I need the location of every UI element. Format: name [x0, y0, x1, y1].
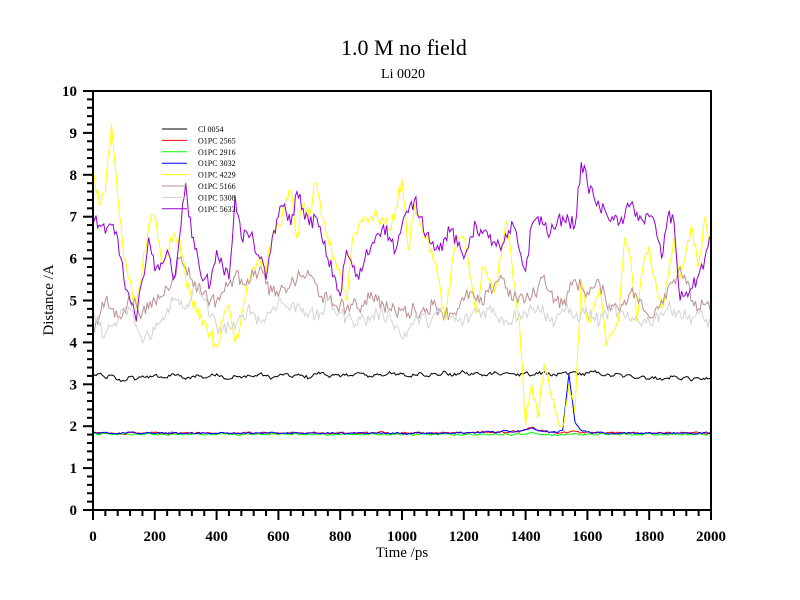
y-axis: 0 1 2 3 4 5 6 7 8 9 10: [62, 84, 93, 519]
series-line-2: [92, 426, 712, 436]
series-line-7: [92, 281, 712, 344]
y-tick-label: 10: [62, 84, 77, 100]
y-tick-label: 5: [70, 294, 78, 310]
x-tick-label: 400: [205, 529, 228, 545]
y-tick-label: 8: [70, 168, 78, 184]
y-tick-label: 6: [70, 252, 78, 268]
legend-label: O1PC 5166: [198, 182, 236, 191]
series-line-8: [92, 162, 712, 322]
x-tick-label: 800: [329, 529, 352, 545]
series-line-4: [92, 373, 712, 436]
x-tick-label: 1600: [572, 529, 602, 545]
legend-label: O1PC 2565: [198, 136, 236, 145]
x-tick-label: 2000: [696, 529, 726, 545]
legend-label: O1PC 3032: [198, 159, 236, 168]
legend-label: O1PC 5633: [198, 205, 236, 214]
x-axis: 0 200 400 600 800 1000 1200 1400 1600 1800 2000: [89, 510, 726, 545]
y-tick-label: 4: [70, 335, 78, 351]
x-tick-label: 600: [267, 529, 290, 545]
x-tick-label: 0: [89, 529, 97, 545]
series-layer: [92, 124, 712, 437]
y-tick-label: 2: [70, 419, 78, 435]
x-tick-label: 1000: [387, 529, 417, 545]
x-axis-label: Time /ps: [376, 545, 429, 561]
legend-label: O1PC 4229: [198, 171, 236, 180]
plot-frame: [92, 90, 712, 511]
legend: Cl 0054 O1PC 2565 O1PC 2916 O1PC 3032 O1PC 4…: [162, 125, 236, 214]
y-axis-label: Distance /A: [41, 264, 57, 335]
series-line-5: [92, 124, 712, 429]
chart-subtitle: Li 0020: [381, 67, 425, 82]
series-line-6: [92, 255, 712, 333]
x-tick-label: 1800: [634, 529, 664, 545]
legend-label: O1PC 2916: [198, 148, 236, 157]
chart-title: 1.0 M no field: [341, 35, 467, 60]
y-tick-label: 7: [70, 210, 78, 226]
y-tick-label: 0: [70, 503, 78, 519]
x-tick-label: 1400: [511, 529, 541, 545]
legend-label: O1PC 5308: [198, 193, 236, 202]
x-tick-label: 200: [144, 529, 167, 545]
legend-label: Cl 0054: [198, 125, 224, 134]
y-tick-label: 9: [70, 126, 78, 142]
y-tick-label: 3: [70, 377, 78, 393]
y-tick-label: 1: [70, 461, 78, 477]
x-tick-label: 1200: [449, 529, 479, 545]
series-line-1: [92, 370, 712, 383]
